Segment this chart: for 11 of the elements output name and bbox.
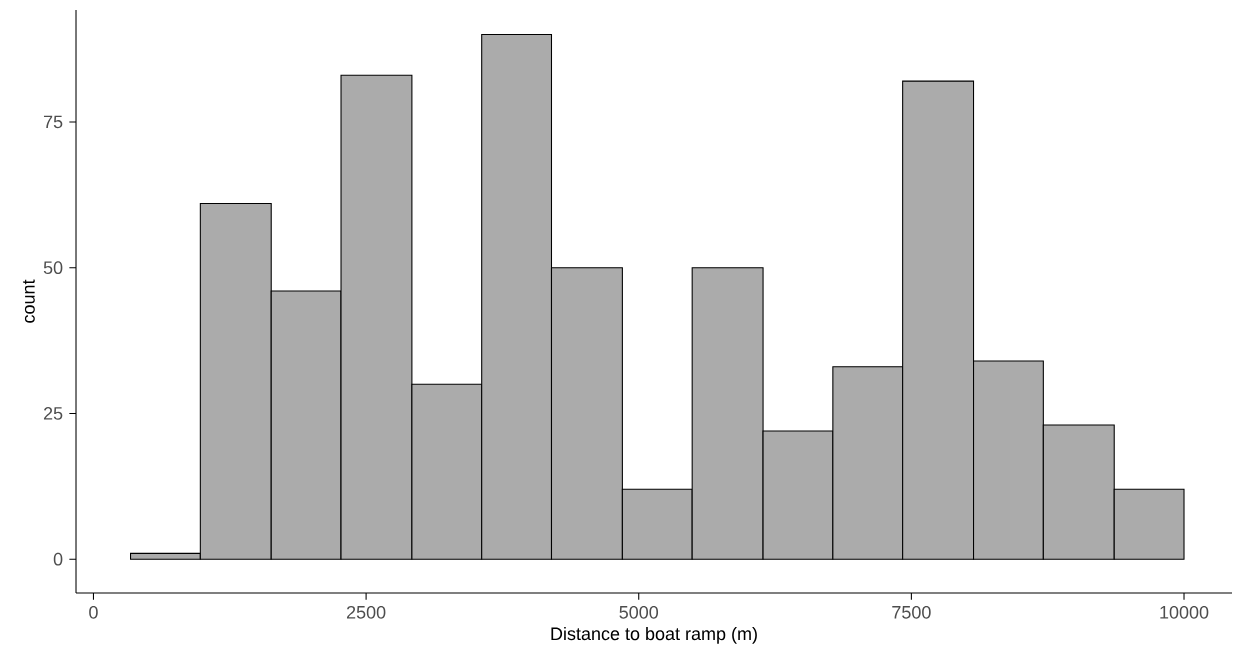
x-tick-label: 2500 [346,605,386,619]
x-axis-title: Distance to boat ramp (m) [551,626,757,644]
y-tick-label: 50 [43,261,63,275]
y-axis-title: count [22,279,35,323]
x-tick-label: 0 [89,605,98,619]
x-tick-label: 5000 [619,605,659,619]
x-tick-label: 10000 [1160,605,1209,619]
x-tick-label: 7500 [892,605,931,619]
y-tick-label: 25 [43,407,63,420]
y-tick-label: 75 [43,115,63,129]
y-tick-label: 0 [53,552,63,566]
